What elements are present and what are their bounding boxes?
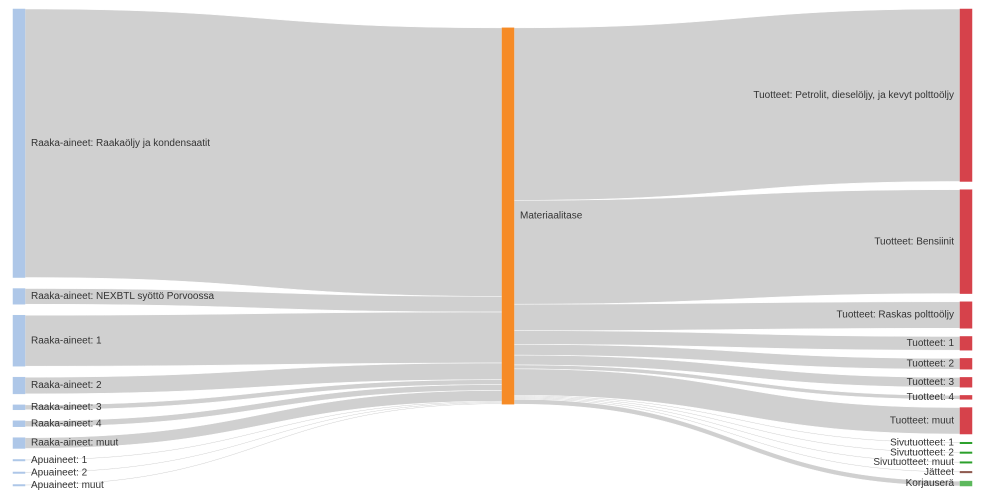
node-label: Tuotteet: 4 bbox=[907, 392, 955, 403]
node-label: Korjauserä bbox=[906, 478, 955, 489]
links bbox=[24, 8, 961, 487]
link bbox=[513, 8, 961, 201]
node bbox=[959, 441, 973, 444]
node-label: Raaka-aineet: NEXBTL syöttö Porvoossa bbox=[31, 291, 214, 302]
node-label: Raaka-aineet: 4 bbox=[31, 418, 102, 429]
node-label: Tuotteet: 2 bbox=[907, 358, 955, 369]
node bbox=[959, 301, 973, 329]
node-label: Sivutuotteet: 1 bbox=[890, 438, 954, 449]
node bbox=[959, 336, 973, 351]
node-label: Tuotteet: 3 bbox=[907, 377, 955, 388]
node bbox=[12, 404, 26, 411]
node-label: Tuotteet: Raskas polttoöljy bbox=[837, 310, 954, 321]
node bbox=[12, 437, 26, 449]
node-label: Tuotteet: muut bbox=[890, 415, 954, 426]
node bbox=[959, 189, 973, 294]
node bbox=[959, 461, 973, 464]
node-label: Raaka-aineet: Raakaöljy ja kondensaatit bbox=[31, 138, 210, 149]
node-label: Tuotteet: Bensiinit bbox=[874, 236, 954, 247]
node bbox=[12, 376, 26, 395]
node bbox=[12, 484, 26, 487]
node bbox=[12, 471, 26, 474]
node bbox=[959, 407, 973, 435]
node bbox=[959, 451, 973, 454]
node bbox=[12, 314, 26, 367]
node bbox=[959, 377, 973, 388]
node-label: Raaka-aineet: 2 bbox=[31, 380, 102, 391]
node bbox=[12, 8, 26, 278]
node bbox=[959, 395, 973, 400]
node bbox=[501, 27, 515, 405]
node-label: Tuotteet: 1 bbox=[907, 338, 955, 349]
node bbox=[959, 8, 973, 182]
nodes: Raaka-aineet: Raakaöljy ja kondensaatit R… bbox=[12, 8, 973, 491]
node-label: Apuaineet: muut bbox=[31, 480, 104, 491]
node-label: Raaka-aineet: 3 bbox=[31, 402, 102, 413]
node-label: Sivutuotteet: muut bbox=[873, 457, 954, 468]
node-label: Jätteet bbox=[924, 467, 954, 478]
link bbox=[24, 8, 503, 297]
node bbox=[959, 358, 973, 370]
node bbox=[959, 480, 973, 487]
node-label: Sivutuotteet: 2 bbox=[890, 447, 954, 458]
node-label: Materiaalitase bbox=[520, 211, 583, 222]
node bbox=[12, 420, 26, 427]
node bbox=[12, 288, 26, 305]
node bbox=[12, 459, 26, 462]
node-label: Tuotteet: Petrolit, dieselöljy, ja kevyt… bbox=[753, 90, 954, 101]
node bbox=[959, 471, 973, 474]
node-label: Apuaineet: 1 bbox=[31, 455, 88, 466]
node-label: Raaka-aineet: 1 bbox=[31, 335, 102, 346]
node-label: Raaka-aineet: muut bbox=[31, 438, 118, 449]
node-label: Apuaineet: 2 bbox=[31, 467, 88, 478]
